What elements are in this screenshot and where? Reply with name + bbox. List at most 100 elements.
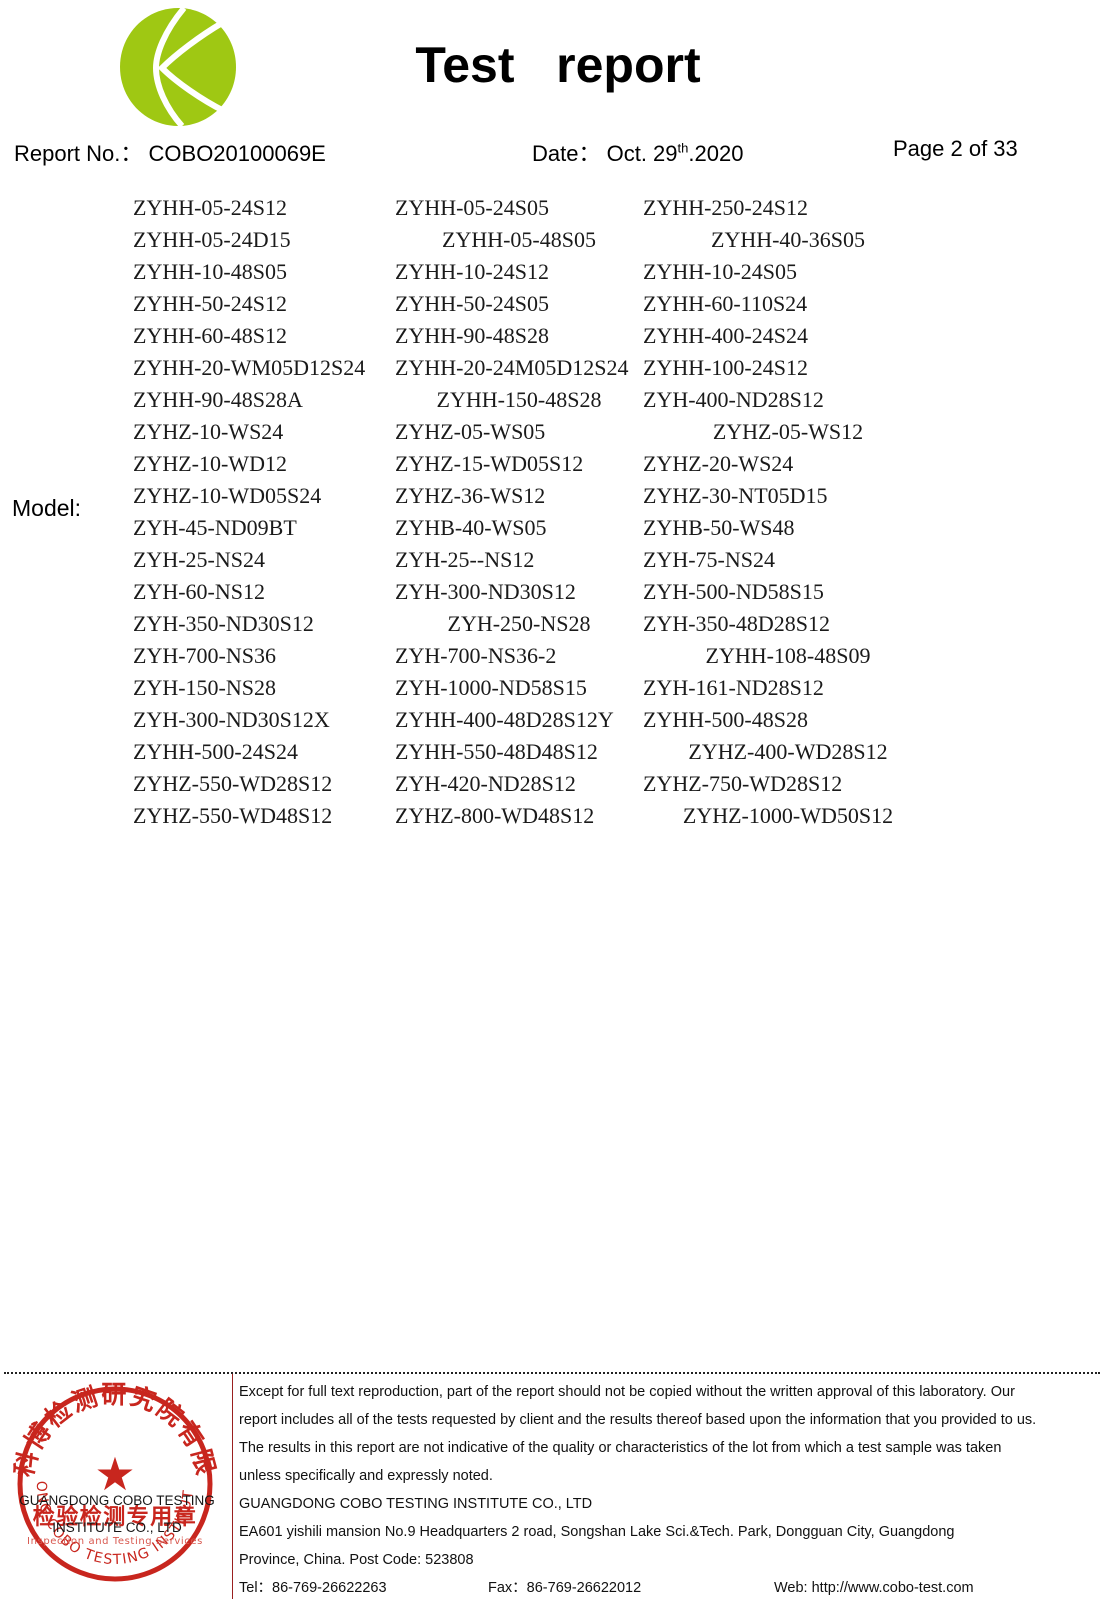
table-row: ZYH-300-ND30S12X ZYHH-400-48D28S12Y ZYHH-5… — [133, 704, 933, 736]
website-url[interactable]: Web: http://www.cobo-test.com — [774, 1580, 974, 1596]
model-cell: ZYHZ-15-WD05S12 — [395, 451, 584, 476]
model-cell: ZYHH-05-24S12 — [133, 195, 287, 220]
model-cell: ZYHZ-36-WS12 — [395, 483, 546, 508]
model-cell: ZYHZ-10-WS24 — [133, 419, 284, 444]
model-cell: ZYHH-400-48D28S12Y — [395, 707, 614, 732]
model-cell: ZYH-161-ND28S12 — [643, 675, 824, 700]
model-cell: ZYHH-10-24S12 — [395, 259, 549, 284]
contact-row: Tel：86-769-26622263 Fax：86-769-26622012 … — [239, 1574, 1099, 1599]
model-cell: ZYHZ-750-WD28S12 — [643, 771, 843, 796]
disclaimer-line: unless specifically and expressly noted. — [239, 1468, 493, 1484]
company-address-line: EA601 yishili mansion No.9 Headquarters … — [239, 1524, 955, 1540]
footer-divider — [4, 1372, 1100, 1374]
model-cell: ZYHH-60-48S12 — [133, 323, 287, 348]
table-row: ZYHZ-10-WD05S24 ZYHZ-36-WS12 ZYHZ-30-NT05D… — [133, 480, 933, 512]
disclaimer-line: Except for full text reproduction, part … — [239, 1384, 1015, 1400]
table-row: ZYHZ-550-WD48S12 ZYHZ-800-WD48S12 ZYHZ-100… — [133, 800, 933, 832]
svg-text:Inspection and Testing Service: Inspection and Testing Services — [27, 1536, 203, 1547]
table-row: ZYH-45-ND09BT ZYHB-40-WS05 ZYHB-50-WS48 — [133, 512, 933, 544]
model-cell: ZYH-25--NS12 — [395, 547, 535, 572]
company-official-seal: 广东科博检测研究院有限公司 GUANGDONG COBO TESTING INS… — [10, 1378, 220, 1588]
model-cell: ZYH-350-ND30S12 — [133, 611, 314, 636]
model-cell: ZYHH-60-110S24 — [643, 291, 808, 316]
page-header: Test report — [0, 0, 1116, 130]
svg-text:★: ★ — [94, 1447, 135, 1501]
model-cell: ZYHH-05-24D15 — [133, 227, 291, 252]
table-row: ZYHH-05-24S12 ZYHH-05-24S05 ZYHH-250-24S12 — [133, 192, 933, 224]
model-cell: ZYHZ-400-WD28S12 — [688, 739, 888, 764]
report-number-value: COBO20100069E — [148, 141, 326, 166]
telephone-number: Tel：86-769-26622263 — [239, 1580, 387, 1596]
table-row: ZYHZ-10-WS24 ZYHZ-05-WS05 ZYHZ-05-WS12 — [133, 416, 933, 448]
report-date-group: Date： Oct. 29th.2020 — [532, 136, 743, 168]
model-cell: ZYHZ-550-WD48S12 — [133, 803, 333, 828]
model-cell: ZYHZ-10-WD05S24 — [133, 483, 322, 508]
model-cell: ZYHH-100-24S12 — [643, 355, 808, 380]
model-cell: ZYH-420-ND28S12 — [395, 771, 576, 796]
page-number: Page 2 of 33 — [893, 136, 1018, 161]
model-label: Model: — [12, 495, 82, 521]
report-date-label: Date： — [532, 141, 601, 166]
model-cell: ZYHH-150-48S28 — [436, 387, 602, 412]
table-row: ZYH-350-ND30S12 ZYH-250-NS28 ZYH-350-48D28… — [133, 608, 933, 640]
model-list-table: ZYHH-05-24S12 ZYHH-05-24S05 ZYHH-250-24S12… — [133, 192, 933, 832]
model-cell: ZYHH-20-WM05D12S24 — [133, 355, 366, 380]
model-cell: ZYHH-500-24S24 — [133, 739, 298, 764]
report-date-ordinal-suffix: th — [677, 140, 689, 156]
report-meta-bar: Report No.： COBO20100069E Date： Oct. 29t… — [0, 136, 1116, 170]
table-row: ZYHH-05-24D15 ZYHH-05-48S05 ZYHH-40-36S05 — [133, 224, 933, 256]
svg-text:检验检测专用章: 检验检测专用章 — [33, 1504, 198, 1530]
table-row: ZYHH-10-48S05 ZYHH-10-24S12 ZYHH-10-24S05 — [133, 256, 933, 288]
model-cell: ZYHZ-550-WD28S12 — [133, 771, 333, 796]
model-cell: ZYHH-250-24S12 — [643, 195, 808, 220]
model-cell: ZYHH-05-48S05 — [442, 227, 596, 252]
report-number-label: Report No.： — [14, 141, 143, 166]
table-row: ZYHH-20-WM05D12S24 ZYHH-20-24M05D12S24 ZYH… — [133, 352, 933, 384]
model-cell: ZYHH-90-48S28 — [395, 323, 549, 348]
disclaimer-line: report includes all of the tests request… — [239, 1412, 1037, 1428]
model-cell: ZYHH-50-24S12 — [133, 291, 287, 316]
model-cell: ZYH-25-NS24 — [133, 547, 265, 572]
fax-number: Fax：86-769-26622012 — [488, 1580, 642, 1596]
model-cell: ZYH-45-ND09BT — [133, 515, 297, 540]
model-cell: ZYH-700-NS36-2 — [395, 643, 557, 668]
table-row: ZYH-150-NS28 ZYH-1000-ND58S15 ZYH-161-ND28… — [133, 672, 933, 704]
model-cell: ZYH-300-ND30S12 — [395, 579, 576, 604]
model-cell: ZYHH-40-36S05 — [711, 227, 865, 252]
model-list-body: ZYHH-05-24S12 ZYHH-05-24S05 ZYHH-250-24S12… — [133, 192, 933, 832]
table-row: ZYHH-50-24S12 ZYHH-50-24S05 ZYHH-60-110S24 — [133, 288, 933, 320]
report-date-year: .2020 — [688, 141, 744, 166]
model-cell: ZYH-500-ND58S15 — [643, 579, 824, 604]
page-title: Test report — [415, 37, 701, 93]
model-cell: ZYHB-40-WS05 — [395, 515, 547, 540]
table-row: ZYH-25-NS24 ZYH-25--NS12 ZYH-75-NS24 — [133, 544, 933, 576]
model-cell: ZYHH-50-24S05 — [395, 291, 549, 316]
model-cell: ZYHZ-800-WD48S12 — [395, 803, 595, 828]
model-cell: ZYH-400-ND28S12 — [643, 387, 824, 412]
model-cell: ZYH-300-ND30S12X — [133, 707, 330, 732]
model-cell: ZYHH-10-48S05 — [133, 259, 287, 284]
table-row: ZYHH-500-24S24 ZYHH-550-48D48S12 ZYHZ-400-… — [133, 736, 933, 768]
model-cell: ZYHH-108-48S09 — [705, 643, 871, 668]
footer-content: Except for full text reproduction, part … — [239, 1378, 1099, 1599]
report-number-group: Report No.： COBO20100069E — [14, 136, 326, 168]
model-cell: ZYHH-400-24S24 — [643, 323, 808, 348]
model-cell: ZYHZ-10-WD12 — [133, 451, 287, 476]
table-row: ZYHH-60-48S12 ZYHH-90-48S28 ZYHH-400-24S24 — [133, 320, 933, 352]
table-row: ZYHZ-550-WD28S12 ZYH-420-ND28S12 ZYHZ-750-… — [133, 768, 933, 800]
model-cell: ZYH-250-NS28 — [447, 611, 591, 636]
footer-vertical-divider — [232, 1374, 233, 1599]
model-cell: ZYH-75-NS24 — [643, 547, 775, 572]
model-cell: ZYHH-10-24S05 — [643, 259, 797, 284]
model-cell: ZYHH-05-24S05 — [395, 195, 549, 220]
model-cell: ZYHZ-05-WS05 — [395, 419, 546, 444]
table-row: ZYH-700-NS36 ZYH-700-NS36-2 ZYHH-108-48S09 — [133, 640, 933, 672]
model-cell: ZYHZ-1000-WD50S12 — [682, 803, 894, 828]
cobo-leaf-logo-icon — [114, 6, 242, 128]
model-cell: ZYHZ-30-NT05D15 — [643, 483, 828, 508]
model-cell: ZYH-350-48D28S12 — [643, 611, 830, 636]
model-cell: ZYHH-500-48S28 — [643, 707, 808, 732]
model-cell: ZYH-1000-ND58S15 — [395, 675, 587, 700]
company-name: GUANGDONG COBO TESTING INSTITUTE CO., LT… — [239, 1496, 593, 1512]
